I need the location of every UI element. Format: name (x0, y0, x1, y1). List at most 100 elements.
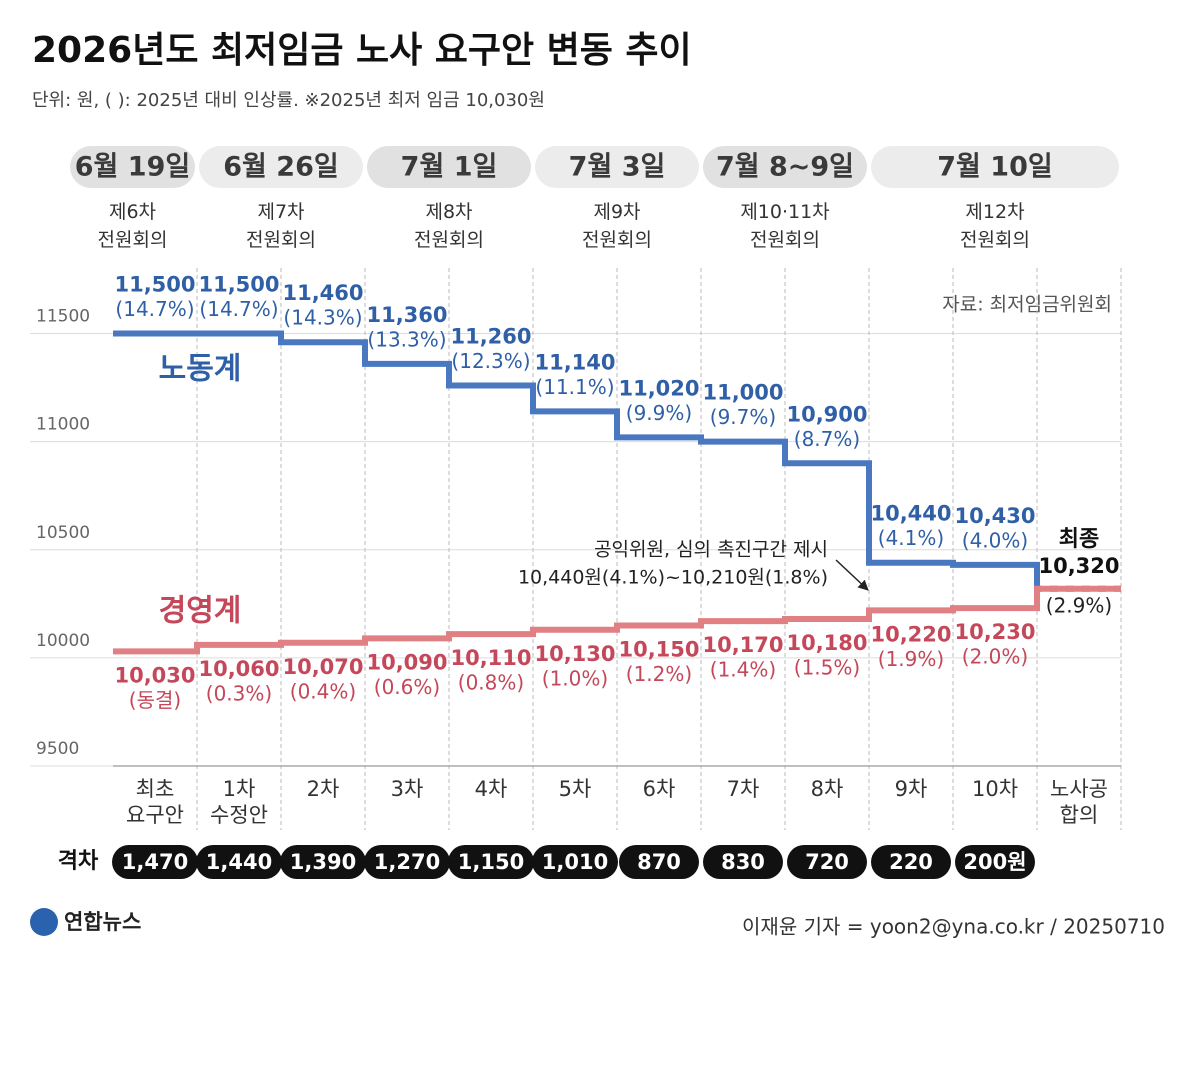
gap-label: 1,270 (374, 850, 440, 874)
value-label: 11,500 (114, 273, 195, 297)
y-tick-label: 9500 (36, 739, 79, 759)
rate-label: (4.0%) (962, 528, 1028, 552)
gap-label: 870 (637, 850, 681, 874)
date-label: 7월 10일 (937, 152, 1052, 183)
date-pill (70, 146, 195, 188)
rate-label: (0.4%) (290, 679, 356, 703)
value-label: 10,060 (198, 657, 279, 681)
rate-label: (14.7%) (199, 297, 278, 321)
logo-text: 연합뉴스 (64, 910, 141, 934)
value-label: 11,460 (282, 281, 363, 305)
rate-label: (9.9%) (626, 401, 692, 425)
annotation: 10,440원(4.1%)~10,210원(1.8%) (518, 567, 828, 589)
gap-label: 1,390 (290, 850, 356, 874)
gap-pill (619, 845, 699, 879)
gap-label: 1,440 (206, 850, 272, 874)
series-name: 경영계 (159, 594, 242, 629)
date-label: 7월 8~9일 (716, 152, 854, 183)
date-label: 7월 3일 (569, 152, 666, 183)
series-name: 노동계 (159, 352, 242, 387)
gap-pill (448, 845, 534, 879)
x-tick-label: 노사공 합의 (1050, 777, 1108, 827)
rate-label: (1.4%) (710, 658, 776, 682)
date-pill (871, 146, 1119, 188)
value-label: 10,030 (114, 663, 195, 687)
value-label: 10,170 (702, 633, 783, 657)
value-label: 10,230 (954, 620, 1035, 644)
x-tick-label: 3차 (391, 777, 424, 801)
x-tick-label: 4차 (475, 777, 508, 801)
date-pill (199, 146, 363, 188)
gap-pill (703, 845, 783, 879)
gap-label: 720 (805, 850, 849, 874)
rate-label: (0.6%) (374, 675, 440, 699)
x-tick-label: 9차 (895, 777, 928, 801)
gap-label: 830 (721, 850, 765, 874)
gap-label: 1,010 (542, 850, 608, 874)
date-pill (703, 146, 867, 188)
date-pill (535, 146, 699, 188)
meeting-label: 제12차 전원회의 (960, 201, 1030, 251)
meeting-label: 제6차 전원회의 (98, 201, 168, 251)
rate-label: (13.3%) (367, 327, 446, 351)
value-label: 10,430 (954, 504, 1035, 528)
gap-label: 220 (889, 850, 933, 874)
gap-pill (112, 845, 198, 879)
x-tick-label: 10차 (972, 777, 1018, 801)
rate-label: (2.0%) (962, 645, 1028, 669)
value-label: 10,900 (786, 402, 867, 426)
value-label: 10,070 (282, 655, 363, 679)
y-tick-label: 10500 (36, 523, 90, 543)
subtitle: 단위: 원, ( ): 2025년 대비 인상률. ※2025년 최저 임금 1… (32, 90, 545, 111)
final-rate: (2.9%) (1046, 594, 1112, 618)
value-label: 11,360 (366, 303, 447, 327)
gap-pill (787, 845, 867, 879)
gap-pill (196, 845, 282, 879)
value-label: 11,000 (702, 381, 783, 405)
value-label: 10,090 (366, 650, 447, 674)
value-label: 10,220 (870, 622, 951, 646)
rate-label: (12.3%) (451, 349, 530, 373)
gap-pill (532, 845, 618, 879)
date-label: 6월 26일 (223, 152, 338, 183)
value-label: 10,130 (534, 642, 615, 666)
x-tick-label: 6차 (643, 777, 676, 801)
rate-label: (8.7%) (794, 427, 860, 451)
x-tick-label: 8차 (811, 777, 844, 801)
x-tick-label: 최초 요구안 (126, 777, 184, 827)
rate-label: (0.8%) (458, 671, 524, 695)
date-label: 7월 1일 (401, 152, 498, 183)
final-value: 10,320 (1038, 554, 1119, 578)
date-pill (367, 146, 531, 188)
value-label: 10,150 (618, 637, 699, 661)
rate-label: (11.1%) (535, 375, 614, 399)
gap-pill (364, 845, 450, 879)
value-label: 11,500 (198, 273, 279, 297)
gap-label: 1,150 (458, 850, 524, 874)
meeting-label: 제7차 전원회의 (246, 201, 316, 251)
y-tick-label: 11500 (36, 307, 90, 327)
meeting-label: 제8차 전원회의 (414, 201, 484, 251)
gap-pill (280, 845, 366, 879)
value-label: 10,180 (786, 631, 867, 655)
gap-pill (871, 845, 951, 879)
rate-label: (1.2%) (626, 662, 692, 686)
gap-label: 200원 (963, 850, 1026, 874)
credit: 이재윤 기자 = yoon2@yna.co.kr / 20250710 (742, 915, 1165, 939)
meeting-label: 제10·11차 전원회의 (740, 201, 829, 251)
y-tick-label: 10000 (36, 631, 90, 651)
value-label: 11,020 (618, 376, 699, 400)
rate-label: (0.3%) (206, 681, 272, 705)
rate-label: (4.1%) (878, 526, 944, 550)
rate-label: (1.9%) (878, 647, 944, 671)
final-label: 최종 (1059, 527, 1099, 552)
annotation: 공익위원, 심의 촉진구간 제시 (594, 539, 828, 561)
y-tick-label: 11000 (36, 415, 90, 435)
value-label: 11,140 (534, 350, 615, 374)
gap-title: 격차 (58, 849, 99, 874)
x-tick-label: 5차 (559, 777, 592, 801)
rate-label: (1.5%) (794, 655, 860, 679)
x-tick-label: 1차 수정안 (210, 777, 268, 827)
rate-label: (1.0%) (542, 666, 608, 690)
